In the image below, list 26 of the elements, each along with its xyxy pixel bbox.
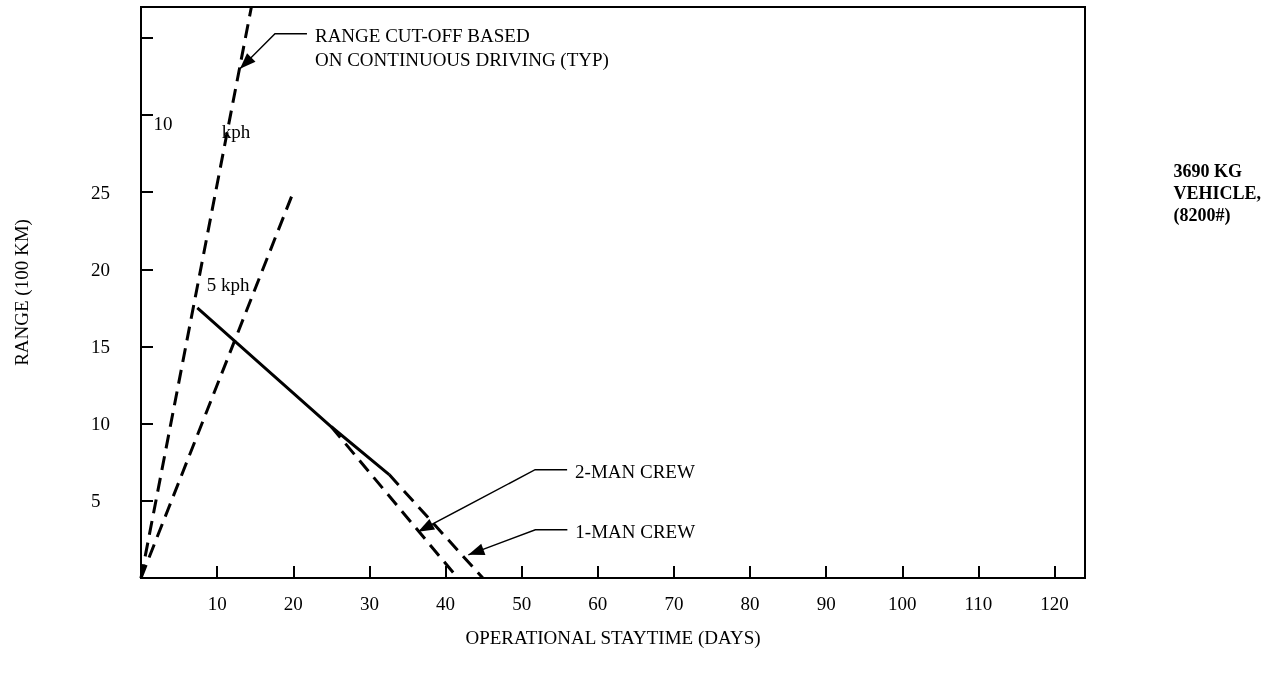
x-tick-label: 110 xyxy=(964,593,993,614)
x-tick-label: 90 xyxy=(816,593,836,614)
annotation: 5 kph xyxy=(206,273,250,295)
x-tick-label: 60 xyxy=(588,593,608,614)
y-tick-label: 10 xyxy=(91,413,110,435)
x-tick-label: 80 xyxy=(740,593,760,614)
x-tick-label: 120 xyxy=(1040,593,1069,614)
y-tick-label: 20 xyxy=(91,258,110,280)
annotation: kph xyxy=(221,120,251,142)
x-tick-label: 100 xyxy=(888,593,917,614)
x-tick-label: 70 xyxy=(664,593,684,614)
text: 3690 KG VEHICLE, (8200#) xyxy=(1173,161,1262,226)
annotation: 1-MAN CREW xyxy=(575,521,696,543)
y-axis-title: RANGE (100 KM) xyxy=(11,219,33,366)
x-tick-label: 50 xyxy=(512,593,532,614)
annotation: 10 xyxy=(153,112,173,134)
y-tick-label: 25 xyxy=(91,181,110,203)
x-tick-label: 10 xyxy=(207,593,227,614)
y-tick-label: 15 xyxy=(91,336,110,358)
annotation: 2-MAN CREW xyxy=(575,461,695,483)
y-tick-label: 5 xyxy=(91,490,101,512)
x-axis-title: OPERATIONAL STAYTIME (DAYS) xyxy=(465,627,761,649)
x-tick-label: 30 xyxy=(359,593,379,614)
x-tick-label: 20 xyxy=(283,593,303,614)
annotation: RANGE CUT-OFF BASED ON CONTINUOUS DRIVING (TYP) xyxy=(314,25,609,72)
x-tick-label: 40 xyxy=(436,593,456,614)
